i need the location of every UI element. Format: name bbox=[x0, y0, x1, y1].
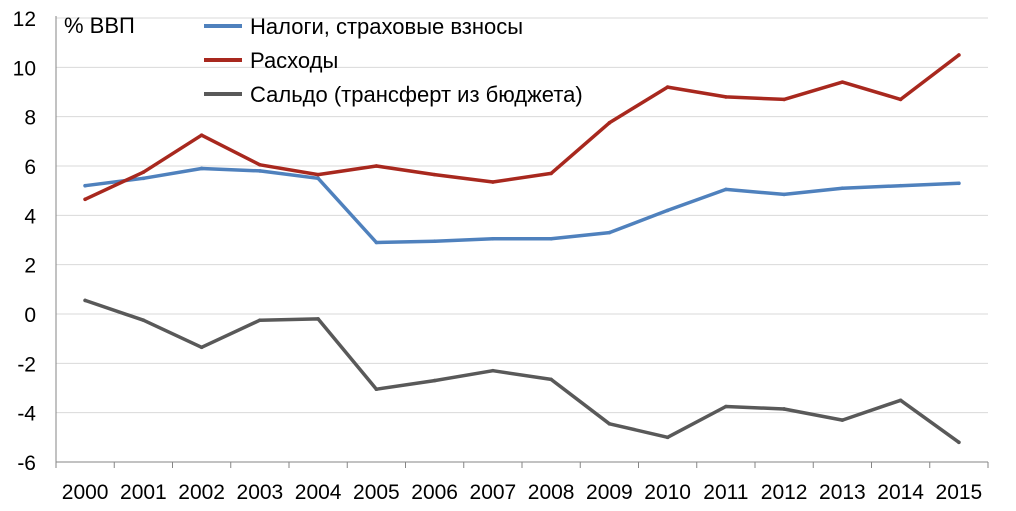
data-point bbox=[724, 187, 728, 192]
x-tick-label: 2011 bbox=[703, 481, 748, 504]
y-tick-label: -2 bbox=[17, 353, 36, 376]
x-tick-label: 2008 bbox=[528, 481, 575, 504]
data-point bbox=[957, 440, 961, 445]
data-point bbox=[374, 387, 379, 392]
y-tick-label: -6 bbox=[17, 452, 36, 475]
data-point bbox=[316, 317, 320, 321]
data-point bbox=[957, 53, 961, 57]
data-point bbox=[957, 181, 961, 186]
series-line-2 bbox=[83, 298, 961, 445]
y-tick-label: 6 bbox=[24, 156, 36, 179]
x-tick-label: 2003 bbox=[237, 481, 284, 504]
data-point bbox=[258, 169, 262, 173]
data-point bbox=[316, 172, 320, 177]
series-lines bbox=[83, 53, 961, 445]
y-tick-label: 12 bbox=[13, 8, 36, 31]
data-point bbox=[83, 183, 87, 188]
data-point bbox=[665, 208, 670, 213]
data-point bbox=[258, 162, 262, 167]
data-point bbox=[724, 404, 728, 409]
data-point bbox=[782, 407, 786, 411]
y-tick-label: 2 bbox=[24, 255, 36, 278]
x-tick-label: 2000 bbox=[62, 481, 109, 504]
x-tick-label: 2014 bbox=[877, 481, 924, 504]
x-tick-label: 2004 bbox=[295, 481, 342, 504]
y-tick-label: 4 bbox=[24, 205, 36, 228]
legend-label: Расходы bbox=[250, 48, 338, 73]
data-point bbox=[840, 418, 845, 422]
data-point bbox=[432, 378, 437, 383]
data-point bbox=[491, 180, 495, 184]
x-axis-ticks: 2000 2001 2002 2003 2004 2005 2006 2007 2008 2009… bbox=[62, 481, 982, 504]
x-tick-label: 2002 bbox=[178, 481, 225, 504]
legend: Налоги, страховые взносы Расходы Сальдо (т… bbox=[204, 14, 583, 107]
data-point bbox=[724, 95, 728, 99]
legend-label: Сальдо (трансферт из бюджета) bbox=[250, 82, 583, 107]
x-tick-label: 2013 bbox=[819, 481, 866, 504]
data-point bbox=[141, 176, 146, 181]
gridlines bbox=[56, 17, 988, 414]
data-point bbox=[374, 164, 379, 168]
x-tick-label: 2009 bbox=[586, 481, 633, 504]
x-tick-label: 2015 bbox=[936, 481, 983, 504]
y-axis-ticks: 12 10 8 6 4 2 0 -2 -4 -6 bbox=[13, 8, 37, 475]
data-point bbox=[898, 183, 903, 188]
data-point bbox=[607, 121, 612, 125]
data-point bbox=[665, 85, 670, 89]
data-point bbox=[83, 298, 87, 303]
data-point bbox=[607, 230, 612, 235]
data-point bbox=[199, 133, 204, 137]
data-point bbox=[199, 345, 204, 350]
data-point bbox=[491, 368, 495, 373]
data-point bbox=[898, 97, 903, 102]
data-point bbox=[549, 236, 553, 241]
y-tick-label: -4 bbox=[17, 403, 36, 426]
data-point bbox=[258, 318, 262, 322]
data-point bbox=[141, 170, 146, 174]
data-point bbox=[549, 171, 553, 176]
x-tick-label: 2005 bbox=[353, 481, 400, 504]
data-point bbox=[316, 176, 320, 181]
legend-label: Налоги, страховые взносы bbox=[250, 14, 523, 39]
data-point bbox=[607, 421, 612, 426]
data-point bbox=[782, 192, 786, 197]
data-point bbox=[840, 186, 845, 190]
y-tick-label: 8 bbox=[24, 107, 36, 130]
x-tick-label: 2007 bbox=[470, 481, 517, 504]
y-tick-label: 0 bbox=[24, 304, 36, 327]
data-point bbox=[83, 197, 87, 202]
data-point bbox=[665, 435, 670, 440]
x-tick-label: 2006 bbox=[411, 481, 458, 504]
x-tick-label: 2012 bbox=[761, 481, 808, 504]
unit-label: % ВВП bbox=[64, 13, 135, 38]
data-point bbox=[491, 236, 495, 241]
series-line-0 bbox=[83, 166, 961, 245]
data-point bbox=[432, 239, 437, 244]
x-tick-label: 2010 bbox=[644, 481, 691, 504]
data-point bbox=[141, 318, 146, 322]
data-point bbox=[782, 97, 786, 102]
data-point bbox=[549, 377, 553, 382]
y-tick-label: 10 bbox=[13, 57, 36, 80]
x-tick-label: 2001 bbox=[120, 481, 167, 504]
data-point bbox=[374, 240, 379, 245]
data-point bbox=[432, 172, 437, 177]
series-line-1 bbox=[83, 53, 961, 202]
data-point bbox=[199, 166, 204, 171]
data-point bbox=[898, 398, 903, 403]
axes bbox=[55, 16, 989, 468]
data-point bbox=[840, 80, 845, 84]
